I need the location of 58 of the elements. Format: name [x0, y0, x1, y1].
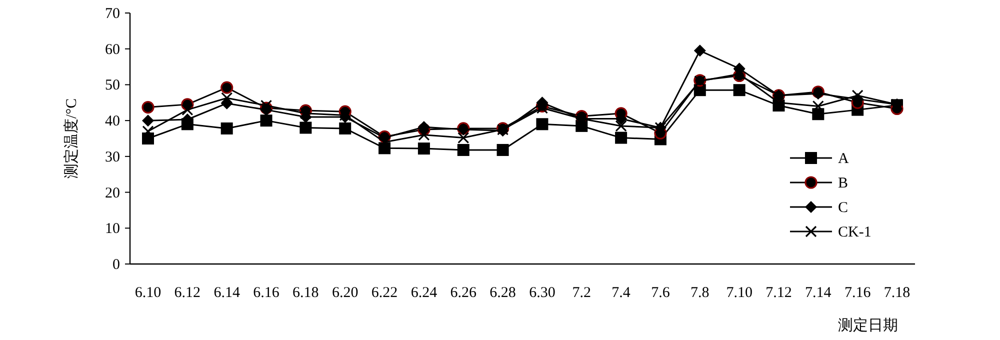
x-tick-label: 7.16 [844, 285, 872, 301]
x-tick-label: 7.6 [651, 285, 670, 301]
x-tick-label: 6.10 [134, 285, 162, 301]
point [734, 68, 746, 80]
point [615, 132, 628, 144]
x-tick-label: 6.28 [490, 285, 516, 301]
point [260, 100, 272, 112]
x-tick-label: 6.20 [332, 285, 358, 301]
y-tick-label: 70 [105, 6, 120, 22]
point [457, 144, 470, 156]
x-tick-label: 6.24 [410, 285, 438, 301]
legend-label: C [838, 200, 848, 216]
point [182, 104, 194, 116]
x-tick-label: 7.12 [766, 285, 792, 301]
point [418, 129, 430, 141]
point [496, 144, 509, 156]
x-tick-label: 6.12 [174, 285, 201, 301]
point [694, 44, 706, 57]
x-tick-label: 7.8 [690, 285, 710, 301]
point [418, 142, 430, 155]
point [260, 114, 272, 127]
y-tick-label: 20 [105, 185, 120, 202]
x-tick-label: 6.30 [529, 285, 556, 301]
point [852, 90, 864, 102]
x-axis-title: 测定日期 [838, 317, 898, 334]
point [339, 122, 352, 134]
legend-label: B [838, 176, 848, 192]
y-tick-label: 10 [105, 221, 120, 238]
point [536, 118, 548, 130]
x-tick-label: 7.14 [805, 285, 832, 301]
point [142, 101, 154, 114]
x-tick-label: 7.4 [612, 285, 631, 301]
point [300, 122, 312, 134]
point [615, 120, 627, 132]
x-tick-label: 7.2 [572, 285, 592, 301]
y-axis-title: 测定温度/°C [63, 98, 80, 179]
point [142, 114, 154, 127]
x-tick-label: 6.18 [292, 285, 319, 301]
point [536, 102, 548, 114]
y-tick-label: 50 [105, 78, 120, 94]
point [733, 84, 746, 96]
legend-label: A [838, 151, 849, 167]
x-tick-label: 6.16 [253, 285, 280, 301]
point [220, 81, 234, 94]
point [300, 108, 312, 120]
y-tick-label: 60 [105, 42, 120, 58]
y-tick-label: 40 [105, 114, 120, 130]
x-tick-label: 7.18 [884, 285, 910, 301]
legend-label: CK-1 [838, 224, 872, 240]
point [458, 132, 470, 144]
y-tick-label: 30 [105, 149, 120, 166]
x-tick-label: 7.10 [726, 285, 752, 301]
x-tick-label: 6.14 [214, 285, 240, 301]
y-tick-label: 0 [112, 257, 120, 273]
point [220, 122, 233, 134]
point [221, 92, 233, 104]
x-tick-label: 6.22 [371, 285, 398, 301]
x-tick-label: 6.26 [450, 285, 477, 301]
